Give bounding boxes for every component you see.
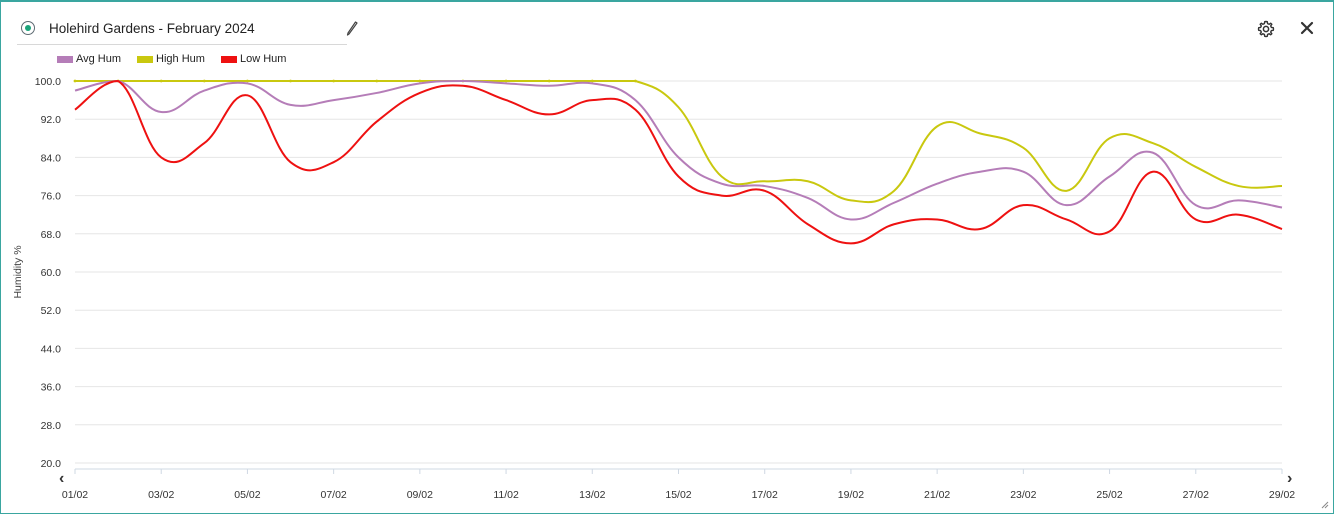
x-tick-label: 09/02 (407, 489, 433, 501)
widget-title[interactable]: Holehird Gardens - February 2024 (49, 21, 255, 36)
y-tick-label: 92.0 (41, 114, 62, 126)
pencil-icon[interactable] (345, 20, 359, 36)
close-icon[interactable] (1298, 19, 1316, 37)
x-tick-label: 03/02 (148, 489, 174, 501)
gear-icon[interactable] (1256, 19, 1276, 39)
x-tick-label: 25/02 (1096, 489, 1122, 501)
chevron-left-icon[interactable]: ‹ (59, 470, 65, 487)
series-point-high-hum (246, 79, 249, 83)
series-line-low-hum (74, 80, 1283, 245)
series-point-high-hum (289, 79, 292, 83)
series-point-high-hum (375, 79, 379, 83)
series-point-high-hum (590, 79, 594, 83)
y-tick-label: 68.0 (41, 229, 62, 241)
y-tick-label: 60.0 (41, 267, 62, 279)
x-tick-label: 01/02 (62, 489, 88, 501)
x-tick-label: 27/02 (1183, 489, 1209, 501)
series-point-high-hum (418, 79, 422, 83)
series-point-high-hum (633, 79, 637, 83)
chart-legend: Avg Hum High Hum Low Hum (57, 53, 286, 65)
x-tick-label: 21/02 (924, 489, 950, 501)
x-tick-label: 05/02 (234, 489, 260, 501)
x-tick-label: 23/02 (1010, 489, 1036, 501)
x-tick-label: 19/02 (838, 489, 864, 501)
legend-label-avg: Avg Hum (76, 53, 122, 65)
series-point-high-hum (504, 79, 508, 83)
y-axis-label: Humidity % (12, 245, 24, 298)
legend-label-low: Low Hum (239, 53, 287, 65)
series-point-high-hum (547, 79, 551, 83)
y-tick-label: 100.0 (35, 76, 61, 88)
legend-item-avg[interactable]: Avg Hum (57, 53, 121, 65)
legend-swatch-avg (57, 55, 73, 63)
series-point-high-hum (202, 79, 206, 83)
legend-swatch-high (137, 55, 154, 63)
y-tick-label: 52.0 (41, 305, 62, 317)
y-tick-label: 20.0 (41, 458, 62, 470)
series-point-high-hum (159, 79, 163, 83)
legend-item-high[interactable]: High Hum (137, 53, 205, 65)
y-tick-label: 28.0 (41, 420, 62, 432)
x-tick-label: 11/02 (493, 489, 519, 501)
x-tick-label: 13/02 (579, 489, 605, 501)
series-line-avg-hum (74, 80, 1283, 221)
x-tick-label: 15/02 (665, 489, 691, 501)
series-point-high-hum (332, 79, 336, 83)
x-tick-label: 07/02 (321, 489, 347, 501)
y-tick-label: 84.0 (41, 152, 62, 164)
y-tick-label: 44.0 (41, 343, 62, 355)
x-tick-label: 17/02 (752, 489, 778, 501)
series-point-high-hum (73, 79, 77, 83)
x-tick-label: 29/02 (1269, 489, 1295, 501)
y-tick-label: 76.0 (41, 191, 62, 203)
title-row[interactable]: Holehird Gardens - February 2024 (17, 16, 347, 45)
legend-swatch-low (220, 55, 237, 63)
chevron-right-icon[interactable]: › (1287, 470, 1293, 487)
series-line-high-hum (74, 80, 1283, 204)
legend-item-low[interactable]: Low Hum (220, 53, 287, 65)
radio-dot (24, 24, 31, 31)
radio-icon[interactable] (21, 21, 35, 35)
y-tick-label: 36.0 (41, 382, 62, 394)
resize-grip-icon[interactable] (1321, 501, 1329, 509)
legend-label-high: High Hum (156, 53, 205, 65)
